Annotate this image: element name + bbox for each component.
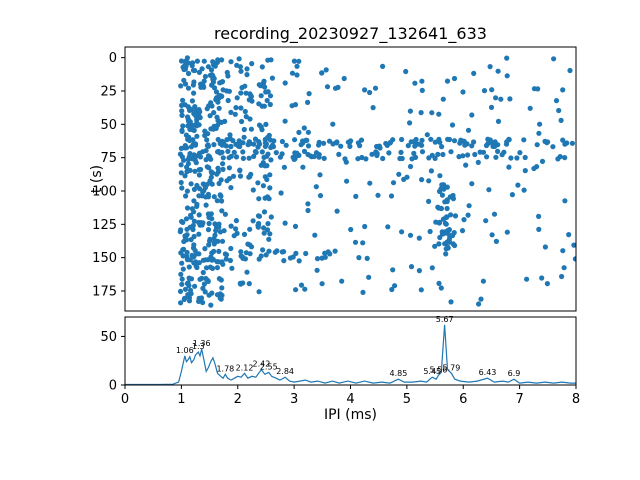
svg-text:175: 175 — [92, 285, 117, 300]
scatter-points — [177, 55, 576, 308]
svg-text:5: 5 — [403, 392, 411, 407]
svg-text:1.3: 1.3 — [192, 342, 205, 351]
svg-text:1.36: 1.36 — [193, 339, 211, 348]
line-y-ticks: 0 50 — [100, 330, 125, 394]
svg-text:6.9: 6.9 — [508, 369, 521, 378]
chart-title: recording_20230927_132641_633 — [214, 24, 487, 43]
svg-text:0: 0 — [109, 51, 117, 66]
ipi-histogram-line — [125, 324, 576, 386]
x-axis-label: IPI (ms) — [323, 407, 377, 423]
svg-text:1: 1 — [177, 392, 185, 407]
svg-text:2: 2 — [234, 392, 242, 407]
svg-text:0: 0 — [109, 379, 117, 394]
svg-text:5.79: 5.79 — [443, 363, 461, 372]
svg-text:5.67: 5.67 — [436, 315, 454, 324]
peak-annotations: 1.061.31.361.78 2.12 2.422.552.84 4.85 5.455… — [176, 315, 521, 378]
svg-text:1.06: 1.06 — [176, 346, 194, 355]
svg-text:7: 7 — [515, 392, 523, 407]
svg-text:125: 125 — [92, 218, 117, 233]
svg-text:25: 25 — [100, 85, 117, 100]
svg-text:6: 6 — [459, 392, 467, 407]
svg-text:50: 50 — [100, 330, 117, 345]
scatter-y-ticks: 0 25 50 75 100 125 150 175 — [92, 51, 125, 300]
svg-text:150: 150 — [92, 251, 117, 266]
svg-text:2.12: 2.12 — [236, 363, 254, 372]
svg-text:5.45: 5.45 — [423, 367, 441, 376]
svg-text:8: 8 — [572, 392, 580, 407]
svg-text:2.84: 2.84 — [276, 367, 294, 376]
svg-text:100: 100 — [92, 185, 117, 200]
svg-text:2.55: 2.55 — [260, 362, 278, 371]
svg-text:4.85: 4.85 — [390, 369, 408, 378]
x-ticks: 0 1 2 3 4 5 6 7 8 — [121, 385, 580, 407]
svg-text:5.56: 5.56 — [430, 365, 448, 374]
svg-text:3: 3 — [290, 392, 298, 407]
svg-text:50: 50 — [100, 118, 117, 133]
svg-text:2.42: 2.42 — [253, 359, 271, 368]
svg-text:4: 4 — [346, 392, 354, 407]
svg-text:6.43: 6.43 — [479, 368, 497, 377]
svg-text:0: 0 — [121, 392, 129, 407]
svg-text:1.78: 1.78 — [216, 364, 234, 373]
svg-text:75: 75 — [100, 151, 117, 166]
